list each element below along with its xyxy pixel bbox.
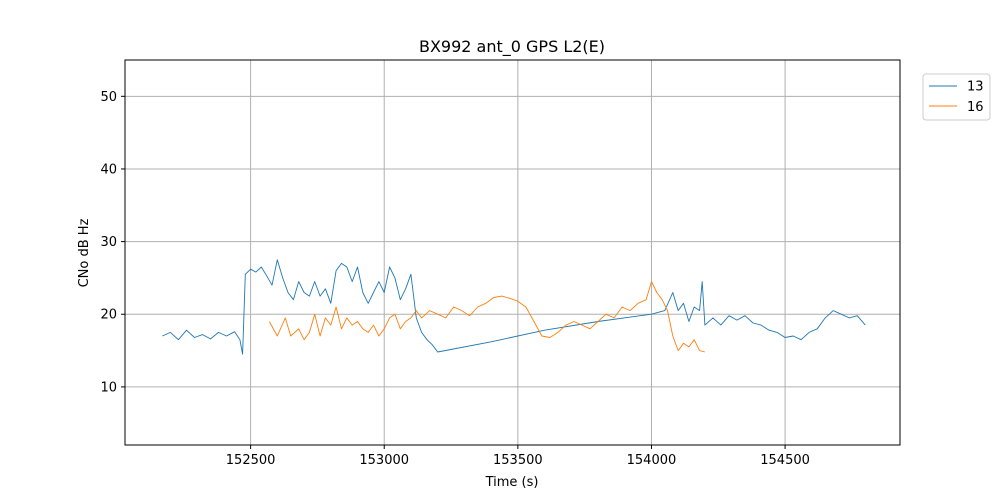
x-tick-label: 154500 [760,453,810,468]
plot-lines [162,259,866,355]
x-tick-label: 153000 [359,453,409,468]
x-axis-label: Time (s) [485,475,539,490]
y-tick-label: 20 [100,308,117,323]
plot-frame [124,59,901,446]
x-tick-label: 154000 [627,453,677,468]
legend-label-13: 13 [967,80,984,95]
legend: 13 16 [922,73,991,121]
y-tick-label: 30 [100,235,117,250]
grid [125,60,900,445]
y-axis: 10 20 30 40 50 [100,90,125,395]
series-line-13 [162,259,866,355]
legend-label-16: 16 [967,100,984,115]
y-tick-label: 40 [100,162,117,177]
x-axis: 152500 153000 153500 154000 154500 [226,445,810,468]
y-tick-label: 50 [100,90,117,105]
y-axis-label: CNo dB Hz [77,218,92,287]
x-tick-label: 153500 [493,453,543,468]
series-line-16 [268,281,706,353]
x-tick-label: 152500 [226,453,276,468]
y-tick-label: 10 [100,380,117,395]
chart-title: BX992 ant_0 GPS L2(E) [419,37,605,57]
